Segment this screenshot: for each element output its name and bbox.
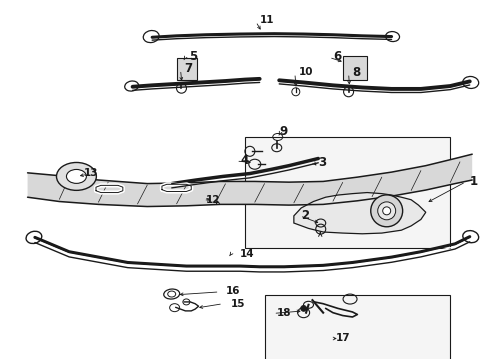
Text: 3: 3 xyxy=(318,156,326,168)
Text: 12: 12 xyxy=(206,195,220,205)
Text: 15: 15 xyxy=(230,299,245,309)
Bar xyxy=(265,295,450,360)
Bar xyxy=(245,137,450,248)
Text: 2: 2 xyxy=(301,210,309,222)
Text: 9: 9 xyxy=(279,125,288,138)
Bar xyxy=(343,57,367,80)
Text: 4: 4 xyxy=(240,154,248,167)
Text: 11: 11 xyxy=(260,15,274,26)
Text: 6: 6 xyxy=(333,50,341,63)
Ellipse shape xyxy=(67,170,86,183)
Text: 7: 7 xyxy=(184,62,192,75)
Text: 1: 1 xyxy=(470,175,478,188)
Text: 18: 18 xyxy=(277,308,291,318)
Text: 5: 5 xyxy=(189,50,197,63)
Ellipse shape xyxy=(378,202,395,220)
Ellipse shape xyxy=(301,305,307,311)
Text: 17: 17 xyxy=(335,333,350,343)
Bar xyxy=(176,58,196,80)
Polygon shape xyxy=(27,154,472,207)
Text: 10: 10 xyxy=(299,67,313,77)
Ellipse shape xyxy=(56,162,97,190)
Text: 16: 16 xyxy=(225,286,240,296)
Text: 8: 8 xyxy=(352,66,361,79)
Ellipse shape xyxy=(383,207,391,215)
Text: 13: 13 xyxy=(84,168,98,178)
Polygon shape xyxy=(294,193,426,234)
Ellipse shape xyxy=(371,195,403,227)
Text: 14: 14 xyxy=(240,248,255,258)
